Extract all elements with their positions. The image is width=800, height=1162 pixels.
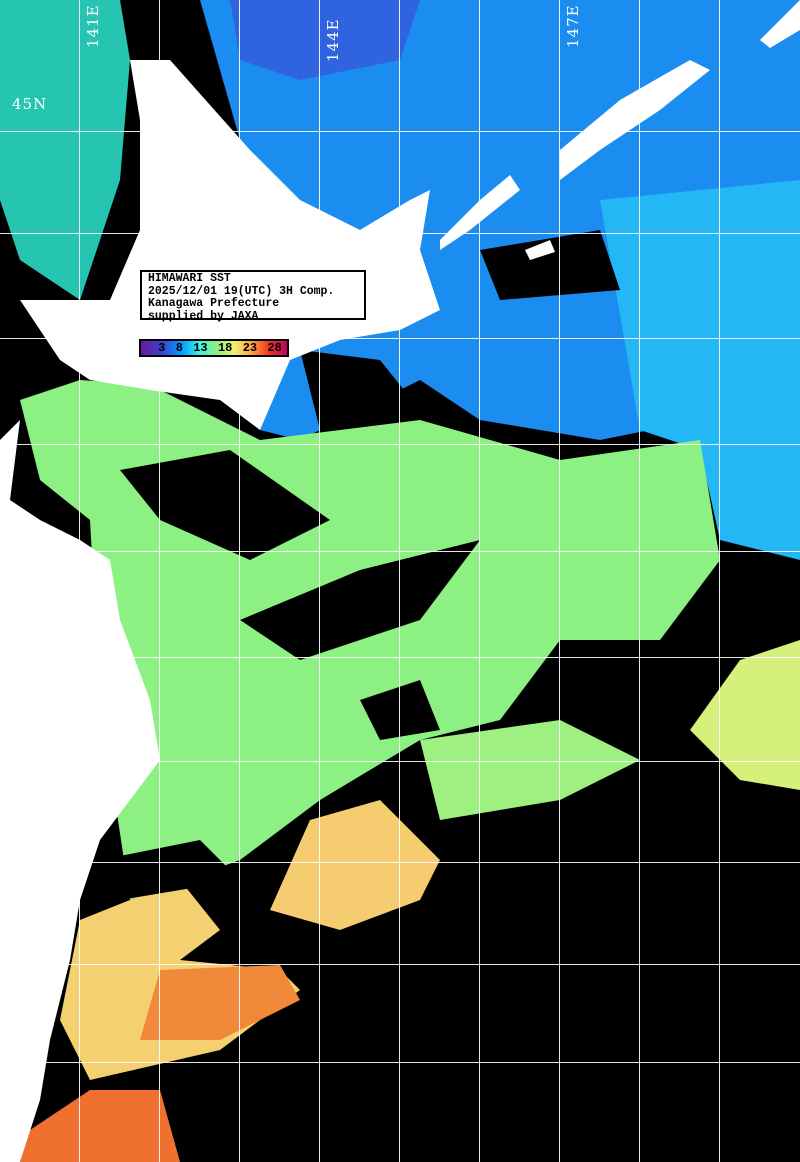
- map-credit: supplied by JAXA: [148, 309, 259, 323]
- map-datetime: 2025/12/01 19(UTC) 3H Comp.: [148, 284, 335, 298]
- scale-tick: 28: [267, 341, 282, 355]
- cloud-patch: [120, 450, 330, 560]
- land-kuril-1: [560, 60, 710, 180]
- info-box: HIMAWARI SST 2025/12/01 19(UTC) 3H Comp.…: [140, 270, 366, 322]
- mid-water-east: [690, 640, 800, 790]
- cloud-patch: [300, 350, 420, 430]
- lat-label: 45N: [12, 95, 48, 113]
- cloud-patch: [100, 840, 240, 900]
- land-kuril-3: [525, 240, 555, 260]
- hot-water-band: [140, 965, 300, 1040]
- scale-tick: 23: [242, 341, 258, 355]
- warm-water-region: [270, 800, 440, 930]
- map-title: HIMAWARI SST: [148, 272, 231, 285]
- cold-water-deep: [230, 0, 420, 80]
- cloud-patch: [480, 230, 620, 300]
- cyan-water-west: [0, 0, 130, 300]
- land-hokkaido: [20, 60, 440, 430]
- cloud-patch: [240, 540, 480, 660]
- lon-label: 144E: [324, 18, 342, 62]
- scale-tick: 18: [217, 341, 233, 355]
- map-region: Kanagawa Prefecture: [148, 297, 280, 310]
- cold-water-east: [600, 180, 800, 560]
- scale-tick: 13: [193, 341, 208, 355]
- lon-label: 147E: [564, 4, 582, 48]
- scale-tick: 8: [175, 341, 183, 355]
- land-kamchatka-tip: [760, 0, 800, 48]
- scale-tick: 3: [158, 341, 166, 355]
- color-scale-legend: 3 8 13 18 23 28: [139, 339, 289, 357]
- mid-water-east2: [420, 720, 640, 820]
- hot-water-far-south: [20, 1090, 180, 1162]
- lon-label: 141E: [84, 4, 102, 48]
